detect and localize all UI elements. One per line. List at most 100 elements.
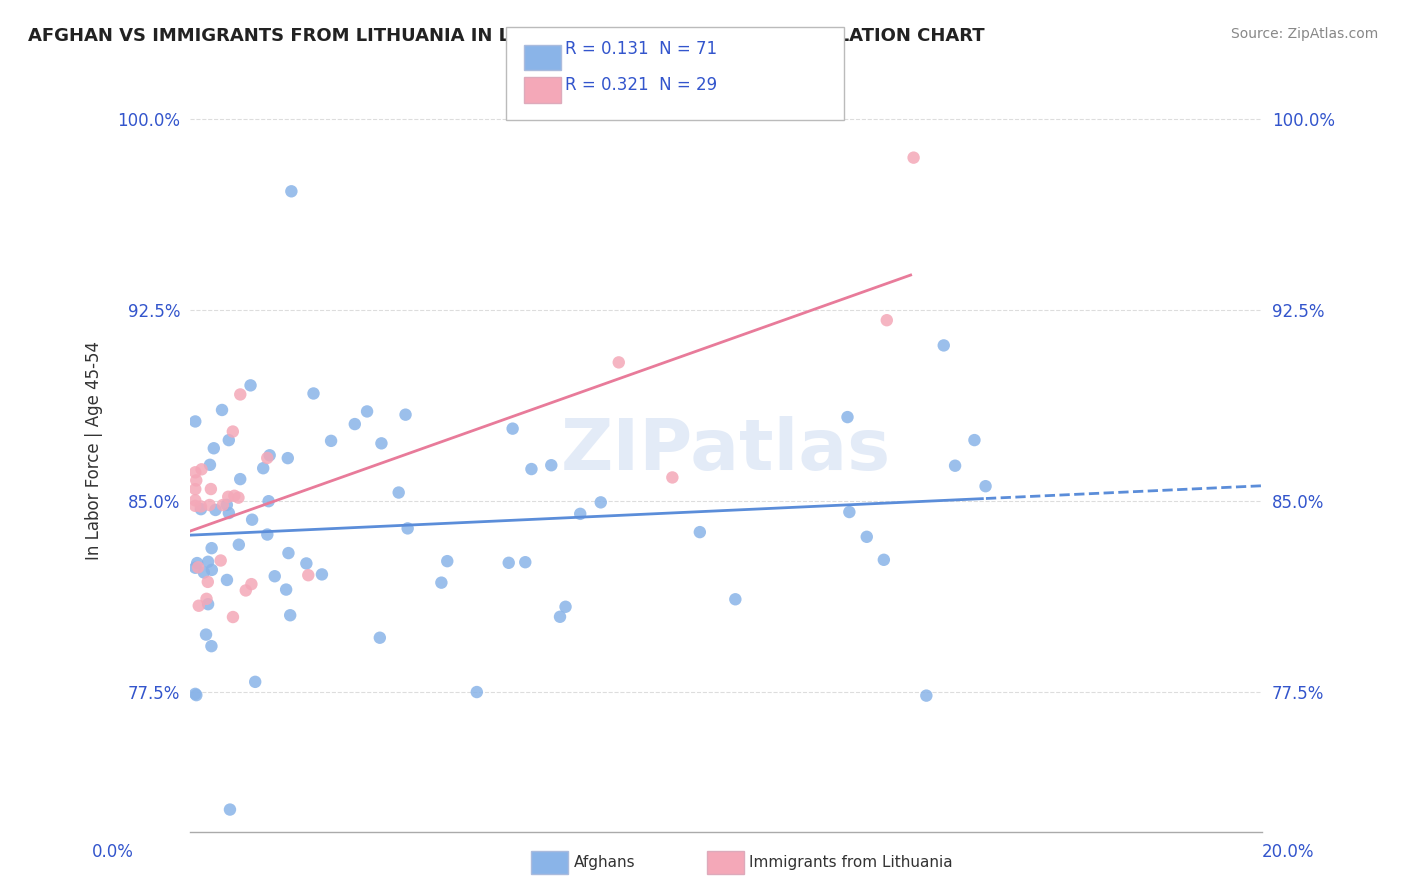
Point (228, 538, 250, 552)
Point (259, 448, 281, 462)
Point (240, 577, 263, 591)
Point (252, 461, 274, 475)
Point (873, 553, 896, 567)
Point (257, 494, 280, 508)
Point (187, 560, 209, 574)
Text: Immigrants from Lithuania: Immigrants from Lithuania (749, 855, 953, 870)
Point (278, 608, 301, 623)
Point (319, 434, 342, 448)
Point (209, 553, 232, 567)
Point (235, 583, 257, 598)
Point (218, 433, 240, 447)
Point (195, 591, 218, 606)
Point (256, 527, 278, 541)
Point (193, 566, 215, 580)
Point (222, 425, 245, 439)
Text: 20.0%: 20.0% (1263, 843, 1315, 861)
Point (190, 462, 212, 476)
Point (280, 184, 302, 198)
Point (197, 597, 219, 611)
Text: R = 0.321  N = 29: R = 0.321 N = 29 (565, 76, 717, 94)
Point (855, 530, 877, 544)
Point (515, 555, 537, 569)
Point (202, 442, 225, 456)
Point (370, 436, 392, 450)
Point (569, 507, 592, 521)
Point (229, 387, 252, 401)
Point (245, 674, 267, 689)
Point (837, 410, 859, 425)
Point (184, 493, 207, 508)
Point (201, 563, 224, 577)
Point (200, 639, 222, 653)
Text: AFGHAN VS IMMIGRANTS FROM LITHUANIA IN LABOR FORCE | AGE 45-54 CORRELATION CHART: AFGHAN VS IMMIGRANTS FROM LITHUANIA IN L… (28, 27, 984, 45)
Point (184, 687, 207, 701)
Text: Source: ZipAtlas.com: Source: ZipAtlas.com (1230, 27, 1378, 41)
Point (184, 482, 207, 496)
Point (589, 495, 612, 509)
Text: 0.0%: 0.0% (91, 843, 134, 861)
Point (219, 803, 242, 817)
Text: ZIPatlas: ZIPatlas (561, 416, 891, 485)
Point (343, 417, 366, 431)
Point (187, 599, 209, 613)
Point (876, 313, 898, 327)
Point (974, 479, 997, 493)
Point (198, 498, 221, 512)
Point (197, 574, 219, 589)
Point (277, 451, 299, 466)
Point (204, 503, 226, 517)
Point (186, 474, 208, 488)
Point (554, 599, 576, 614)
Point (903, 151, 925, 165)
Point (963, 433, 986, 447)
Point (915, 689, 938, 703)
Point (724, 592, 747, 607)
Point (217, 490, 239, 504)
Point (548, 609, 571, 624)
Point (200, 482, 222, 496)
Point (502, 422, 524, 436)
Point (211, 498, 233, 512)
Point (302, 386, 325, 401)
Point (540, 458, 562, 473)
Point (215, 573, 238, 587)
Point (465, 685, 488, 699)
Point (222, 610, 245, 624)
Point (186, 688, 208, 702)
Point (520, 462, 543, 476)
Point (184, 560, 207, 574)
Point (184, 414, 207, 428)
Point (201, 541, 224, 556)
Point (186, 556, 208, 570)
Point (198, 458, 221, 472)
Point (276, 582, 298, 597)
Point (388, 485, 411, 500)
Text: Afghans: Afghans (574, 855, 636, 870)
Text: R = 0.131  N = 71: R = 0.131 N = 71 (565, 40, 717, 58)
Point (224, 489, 246, 503)
Point (436, 554, 458, 568)
Point (215, 498, 238, 512)
Point (240, 513, 263, 527)
Point (277, 546, 299, 560)
Point (661, 470, 683, 484)
Point (184, 465, 207, 479)
Point (943, 458, 966, 473)
Point (311, 567, 333, 582)
Point (932, 338, 955, 352)
Point (211, 403, 233, 417)
Point (356, 404, 378, 418)
Point (689, 525, 711, 540)
Point (295, 557, 318, 571)
Point (368, 631, 391, 645)
Point (195, 627, 218, 641)
Point (190, 502, 212, 516)
Point (396, 521, 419, 535)
Point (239, 378, 262, 392)
Point (256, 450, 278, 465)
Y-axis label: In Labor Force | Age 45-54: In Labor Force | Age 45-54 (86, 341, 103, 560)
Point (190, 500, 212, 514)
Point (228, 491, 250, 505)
Point (430, 575, 453, 590)
